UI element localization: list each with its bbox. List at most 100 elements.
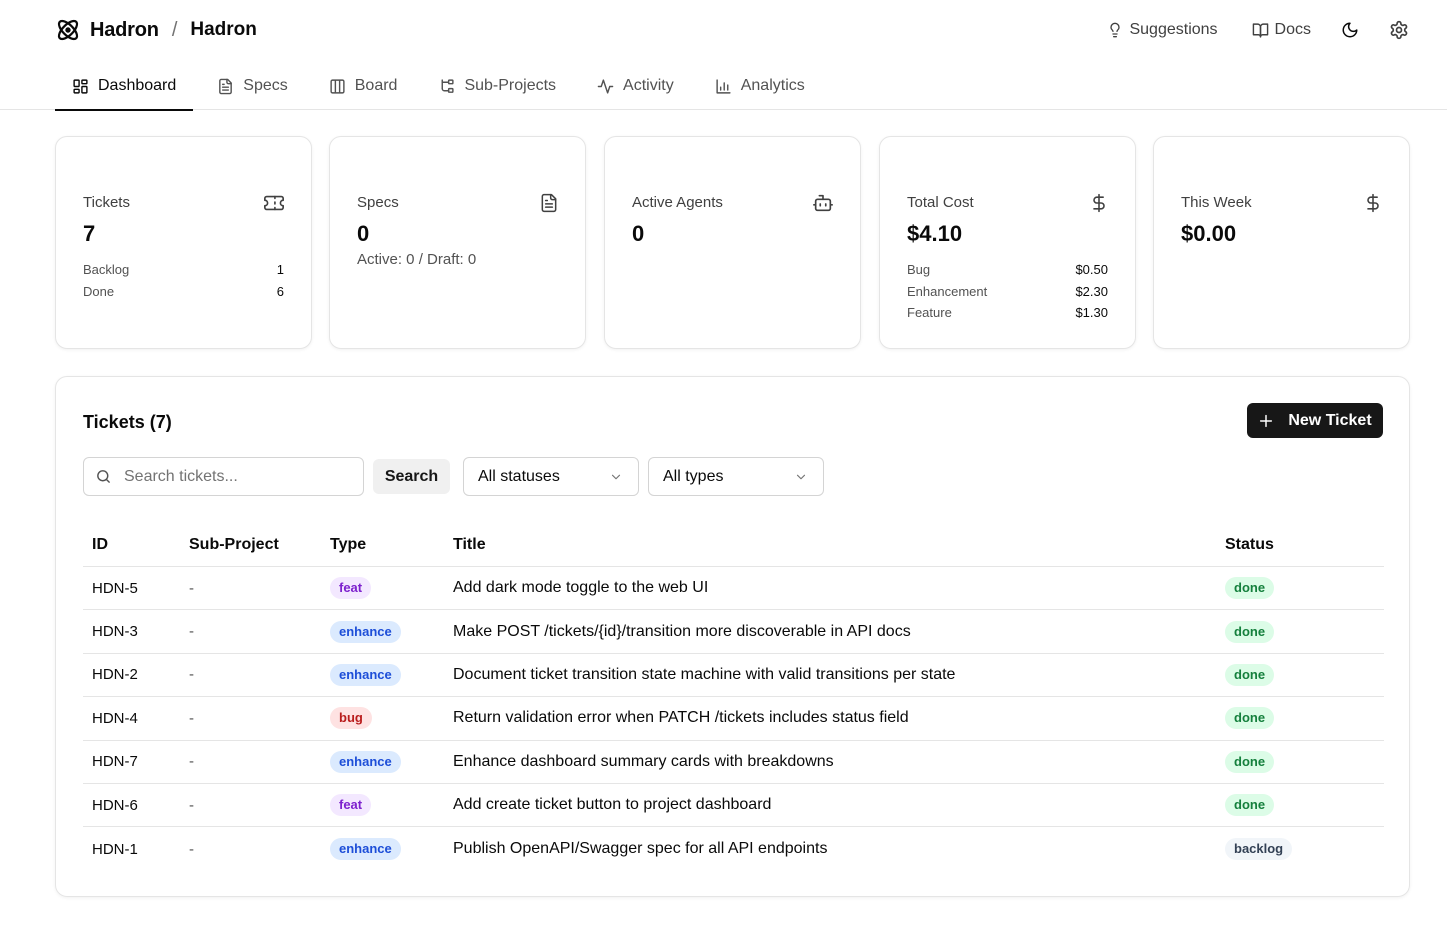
table-row[interactable]: HDN-1 - enhance Publish OpenAPI/Swagger spe… — [83, 827, 1384, 870]
status-filter-select[interactable]: All statuses — [463, 457, 639, 496]
dashboard-icon — [73, 78, 88, 94]
tab-specs[interactable]: Specs — [200, 62, 304, 110]
tab-sub-projects[interactable]: Sub-Projects — [421, 62, 573, 110]
lightbulb-icon — [1110, 22, 1121, 38]
card-label: Total Cost — [907, 194, 974, 211]
select-value: All types — [663, 467, 724, 485]
search-field[interactable] — [83, 457, 364, 496]
column-header-sub-project[interactable]: Sub-Project — [189, 535, 279, 553]
ticket-id[interactable]: HDN-4 — [92, 709, 138, 727]
card-value: $0.00 — [1181, 221, 1237, 246]
column-header-type[interactable]: Type — [330, 535, 367, 553]
docs-label: Docs — [1274, 21, 1311, 38]
ticket-id[interactable]: HDN-5 — [92, 579, 138, 597]
ticket-title[interactable]: Document ticket transition state machine… — [453, 665, 956, 683]
table-row[interactable]: HDN-2 - enhance Document ticket transition … — [83, 654, 1384, 698]
chevron-down-icon — [796, 474, 806, 479]
type-filter-select[interactable]: All types — [648, 457, 824, 496]
ticket-sub-project: - — [189, 709, 194, 727]
card-subtext: Active: 0 / Draft: 0 — [357, 251, 477, 268]
table-header: ID Sub-Project Type Title Status — [83, 523, 1384, 567]
ticket-id[interactable]: HDN-6 — [92, 796, 138, 814]
search-input[interactable] — [124, 467, 344, 486]
total-cost-card: Total Cost $4.10 Bug $0.50 Enhancement $2.… — [879, 136, 1136, 349]
type-badge: feat — [330, 794, 372, 817]
search-icon — [97, 470, 110, 483]
type-badge: enhance — [330, 838, 401, 861]
book-open-icon — [1252, 22, 1268, 38]
ticket-sub-project: - — [189, 579, 194, 597]
tab-label: Board — [354, 77, 398, 94]
ticket-sub-project: - — [189, 666, 194, 684]
tab-analytics[interactable]: Analytics — [698, 62, 822, 110]
card-label: Specs — [357, 194, 399, 211]
new-ticket-button[interactable]: New Ticket — [1247, 403, 1383, 438]
active-agents-card: Active Agents 0 — [604, 136, 861, 349]
tab-label: Sub-Projects — [464, 77, 557, 94]
brand-name: Hadron — [90, 18, 159, 41]
ticket-title[interactable]: Make POST /tickets/{id}/transition more … — [453, 622, 911, 640]
tab-dashboard[interactable]: Dashboard — [55, 62, 194, 111]
ticket-sub-project: - — [189, 796, 194, 814]
dollar-icon — [1367, 193, 1379, 213]
ticket-title[interactable]: Return validation error when PATCH /tick… — [453, 709, 909, 727]
ticket-sub-project: - — [189, 753, 194, 771]
bar-chart-icon — [716, 78, 731, 94]
ticket-title[interactable]: Add dark mode toggle to the web UI — [453, 579, 709, 597]
specs-card: Specs 0 Active: 0 / Draft: 0 — [329, 136, 586, 349]
status-badge: done — [1225, 794, 1275, 817]
ticket-title[interactable]: Enhance dashboard summary cards with bre… — [453, 752, 834, 770]
breakdown-row: Enhancement $2.30 — [907, 283, 1108, 299]
breadcrumb-separator: / — [171, 18, 178, 41]
column-header-id[interactable]: ID — [92, 535, 108, 553]
status-badge: done — [1225, 577, 1275, 600]
card-label: This Week — [1181, 194, 1252, 211]
ticket-title[interactable]: Publish OpenAPI/Swagger spec for all API… — [453, 840, 828, 858]
type-badge: enhance — [330, 620, 401, 643]
card-label: Tickets — [83, 194, 130, 211]
nav-tabs: Dashboard Specs Board Sub-Projects Activ… — [0, 62, 1447, 111]
brand[interactable]: Hadron / Hadron — [56, 17, 257, 43]
file-text-icon — [219, 78, 233, 94]
ticket-title[interactable]: Add create ticket button to project dash… — [453, 796, 772, 814]
breakdown-row: Backlog 1 — [83, 262, 284, 277]
ticket-id[interactable]: HDN-1 — [92, 840, 138, 858]
suggestions-button[interactable]: Suggestions — [1107, 21, 1218, 39]
settings-button[interactable] — [1389, 20, 1409, 40]
column-header-status[interactable]: Status — [1225, 535, 1274, 553]
theme-toggle-button[interactable] — [1341, 21, 1359, 39]
ticket-icon — [264, 195, 284, 211]
moon-icon — [1342, 22, 1358, 38]
table-row[interactable]: HDN-4 - bug Return validation error when PA… — [83, 697, 1384, 741]
tab-label: Specs — [243, 77, 288, 94]
select-value: All statuses — [478, 467, 560, 485]
docs-button[interactable]: Docs — [1252, 21, 1311, 39]
ticket-id[interactable]: HDN-7 — [92, 753, 138, 771]
card-value: 0 — [632, 221, 645, 246]
project-name[interactable]: Hadron — [190, 19, 257, 40]
type-badge: enhance — [330, 663, 401, 686]
card-value: $4.10 — [907, 221, 963, 246]
status-badge: done — [1225, 663, 1275, 686]
status-badge: done — [1225, 750, 1275, 773]
tab-board[interactable]: Board — [312, 62, 415, 110]
table-row[interactable]: HDN-7 - enhance Enhance dashboard summary c… — [83, 741, 1384, 784]
tab-activity[interactable]: Activity — [580, 62, 691, 110]
type-badge: enhance — [330, 750, 401, 773]
tab-label: Activity — [623, 77, 674, 94]
search-button[interactable]: Search — [373, 459, 450, 494]
ticket-id[interactable]: HDN-3 — [92, 623, 138, 641]
file-text-icon — [541, 193, 557, 213]
table-row[interactable]: HDN-3 - enhance Make POST /tickets/{id}/tra… — [83, 610, 1384, 654]
card-label: Active Agents — [632, 194, 723, 211]
table-row[interactable]: HDN-5 - feat Add dark mode toggle to the we… — [83, 567, 1384, 611]
git-branch-icon — [441, 78, 455, 93]
column-header-title[interactable]: Title — [453, 535, 486, 553]
activity-icon — [597, 78, 614, 94]
ticket-sub-project: - — [189, 840, 194, 858]
table-row[interactable]: HDN-6 - feat Add create ticket button to pr… — [83, 784, 1384, 828]
ticket-id[interactable]: HDN-2 — [92, 666, 138, 684]
breakdown-row: Bug $0.50 — [907, 262, 1108, 277]
columns-icon — [330, 78, 345, 94]
card-value: 7 — [83, 221, 96, 246]
